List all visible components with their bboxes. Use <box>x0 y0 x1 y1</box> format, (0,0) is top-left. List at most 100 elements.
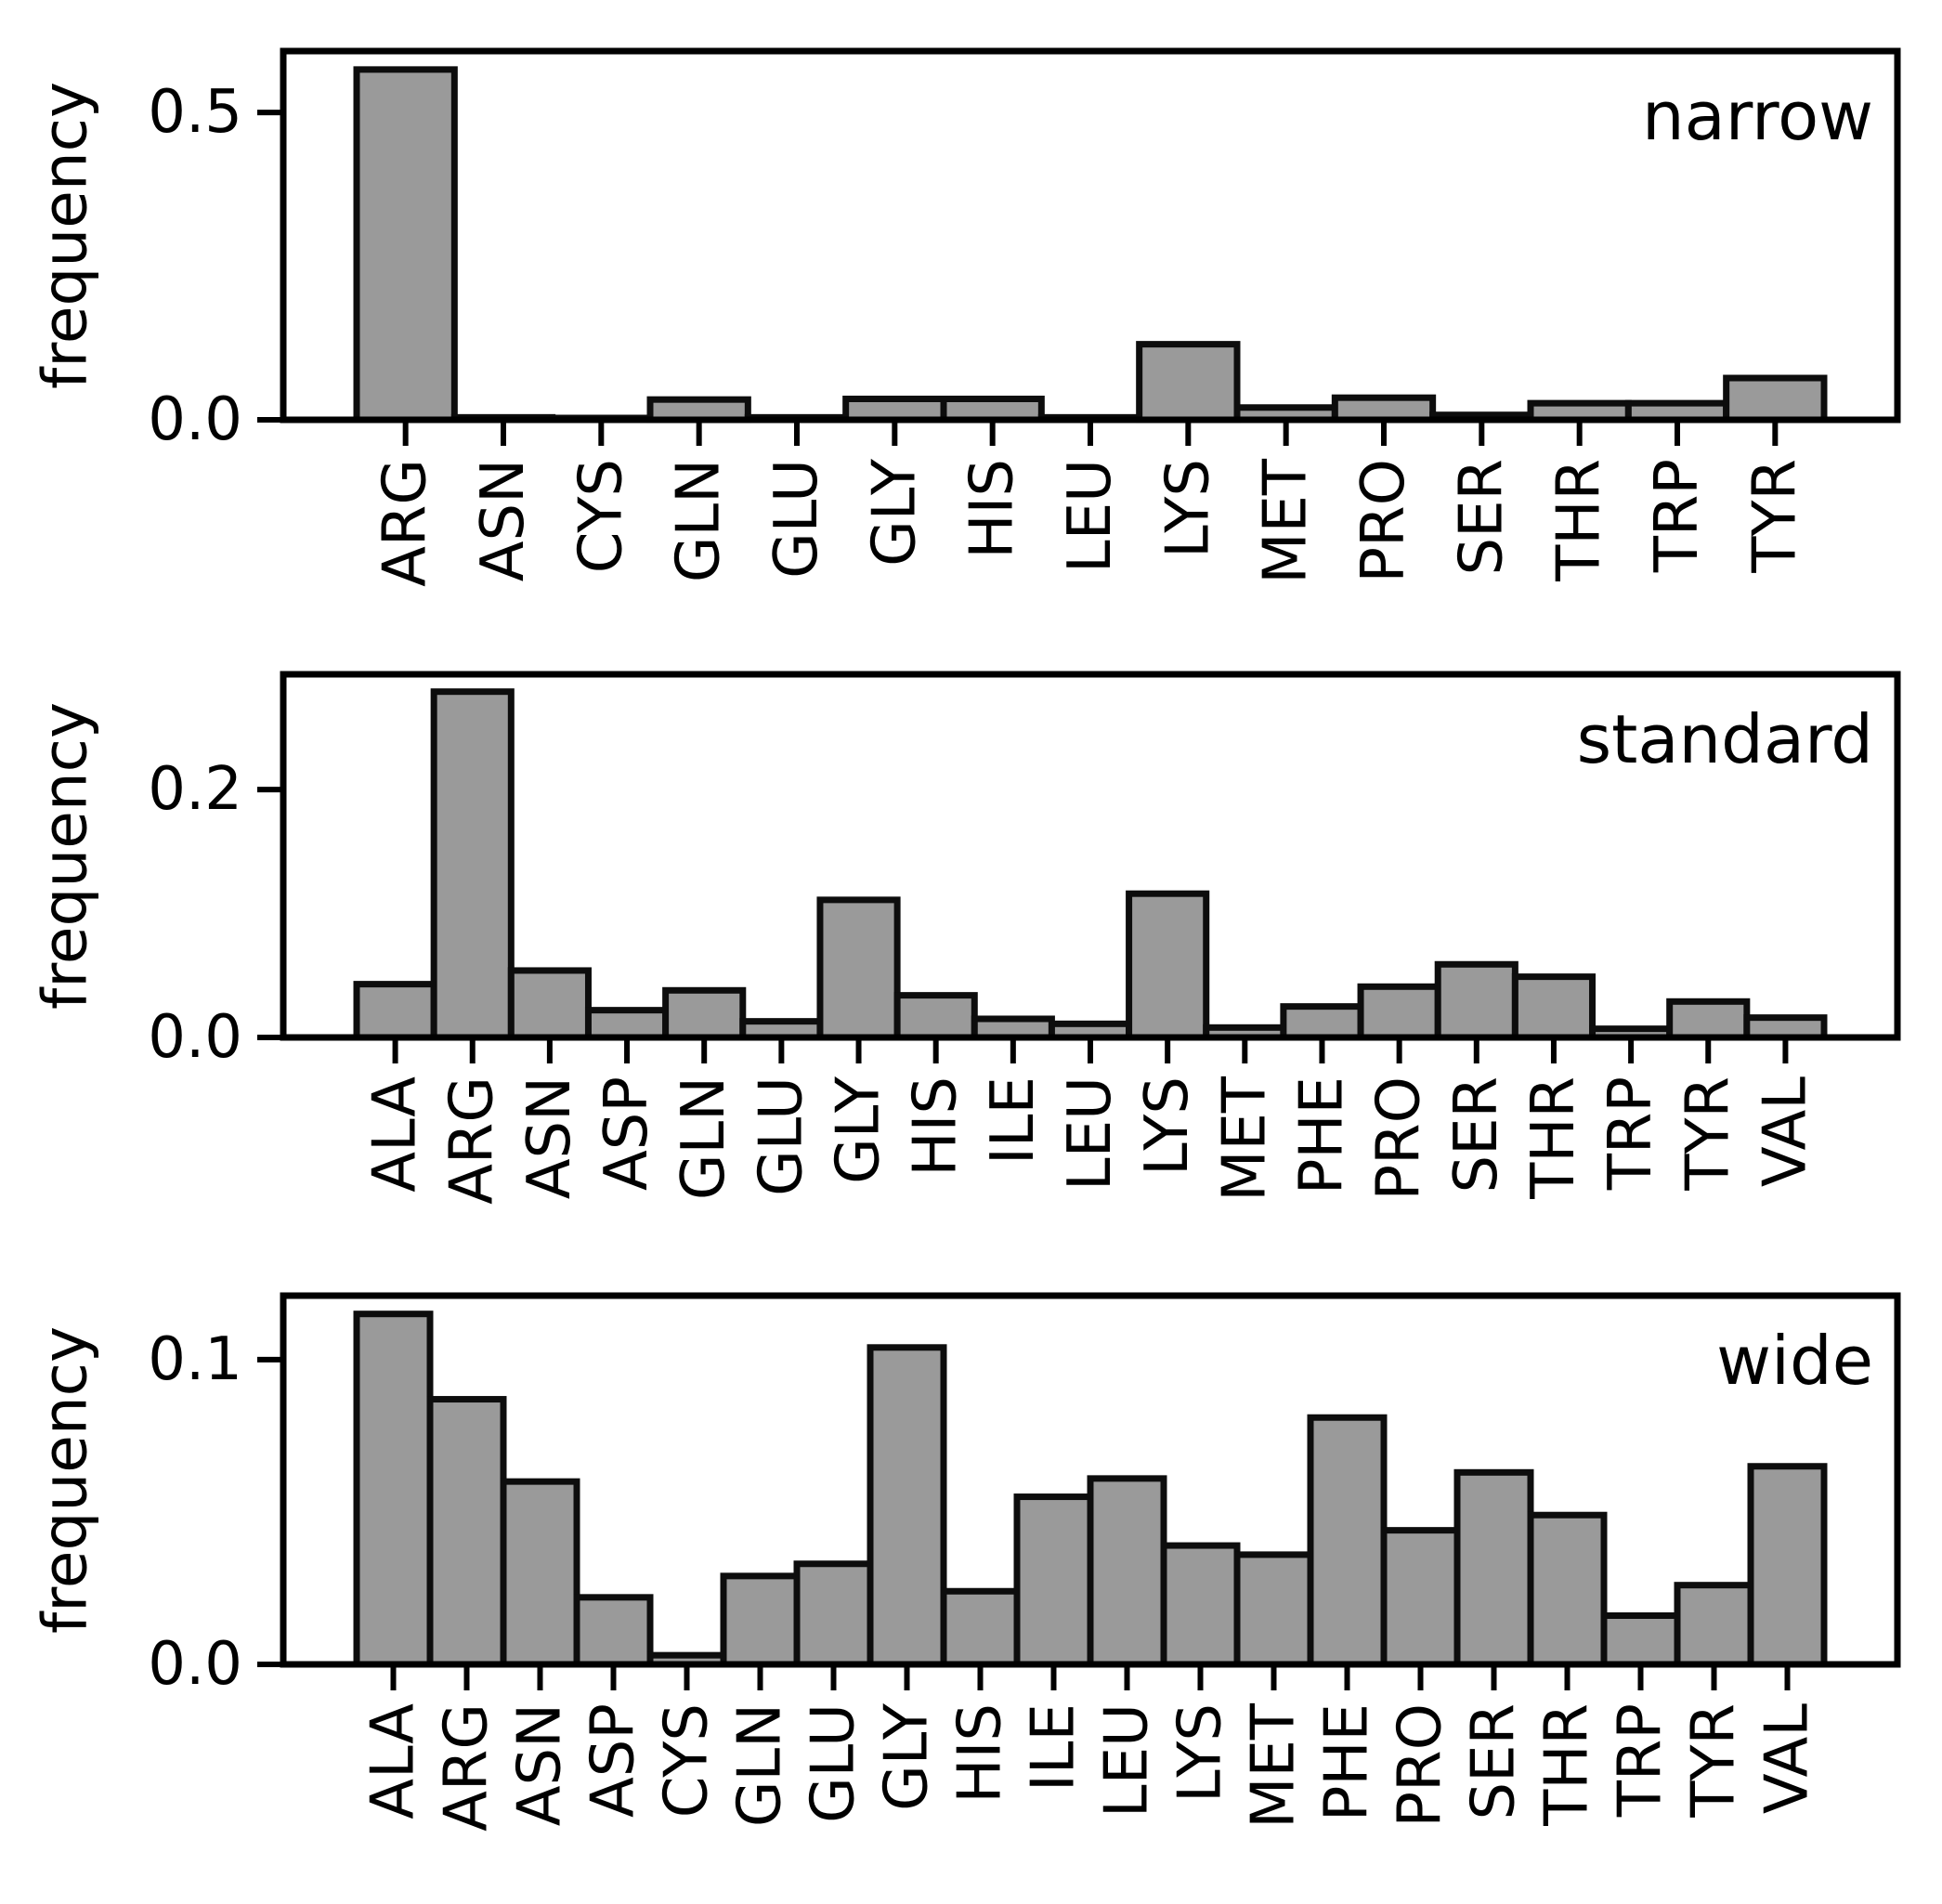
x-tick-label: GLN <box>665 459 734 582</box>
bar-ARG <box>426 1396 507 1668</box>
bar-ASN <box>507 967 592 1041</box>
bar-LYS <box>1136 341 1241 424</box>
bar-PRO <box>1380 1527 1461 1668</box>
y-tick-label: 0.1 <box>148 1325 242 1394</box>
x-tick-label: LEU <box>1056 1076 1125 1191</box>
x-tick-label: GLU <box>800 1703 868 1823</box>
y-axis-label: frequency <box>30 1326 101 1634</box>
x-tick-label: THR <box>1519 1076 1588 1200</box>
x-tick-label: SER <box>1460 1703 1529 1820</box>
x-tick-label: THR <box>1533 1703 1602 1827</box>
x-tick-label: ASN <box>515 1076 584 1199</box>
x-tick-label: VAL <box>1753 1703 1822 1814</box>
x-tick-label: TRP <box>1597 1076 1665 1191</box>
panel-wide: ALA ARG ASN ASP CYS GLN GLU GLY HIS ILE LEU LYS MET P… <box>30 1292 1901 1832</box>
x-tick-label: ALA <box>359 1703 428 1819</box>
x-tick-label: PRO <box>1349 459 1418 582</box>
bar-ASP <box>584 1007 670 1041</box>
panel-standard: ALA ARG ASN ASP GLN GLU GLY HIS ILE LEU LYS MET PHE P… <box>30 671 1901 1205</box>
x-tick-label: SER <box>1447 459 1516 576</box>
x-tick-label: ARG <box>438 1076 507 1205</box>
x-tick-label: TRP <box>1643 459 1712 573</box>
bar-ASN <box>500 1478 580 1668</box>
x-tick-label: MET <box>1210 1076 1279 1202</box>
bar-GLY <box>816 896 901 1041</box>
x-tick-label: CYS <box>567 459 635 573</box>
panel-title: wide <box>1716 1322 1873 1400</box>
x-tick-label: GLY <box>825 1076 893 1184</box>
panel-narrow: ARG ASN CYS GLN GLU GLY HIS LEU LYS MET PRO SER THR T… <box>30 47 1901 587</box>
x-tick-label: ASP <box>580 1703 648 1818</box>
bar-SER <box>1434 960 1518 1041</box>
bar-THR <box>1527 1511 1608 1668</box>
bar-HIS <box>940 1587 1021 1668</box>
x-tick-label: MET <box>1252 458 1321 584</box>
bar-ALA <box>353 981 437 1041</box>
x-tick-label: HIS <box>946 1703 1015 1804</box>
x-tick-label: HIS <box>958 459 1027 559</box>
x-tick-label: TYR <box>1680 1703 1749 1819</box>
bar-GLN <box>662 986 747 1041</box>
bar-GLN <box>720 1572 801 1668</box>
bar-LYS <box>1160 1542 1241 1668</box>
bar-ARG <box>353 66 458 424</box>
x-tick-label: GLN <box>726 1703 795 1827</box>
x-tick-label: LEU <box>1093 1703 1162 1818</box>
bar-PRO <box>1357 983 1441 1041</box>
x-tick-label: GLN <box>670 1076 738 1200</box>
y-axis-label: frequency <box>30 82 101 389</box>
bar-THR <box>1511 973 1597 1041</box>
x-tick-label: MET <box>1240 1702 1309 1829</box>
x-tick-label: TYR <box>1740 459 1809 574</box>
x-tick-label: PHE <box>1287 1076 1356 1194</box>
x-tick-label: GLU <box>747 1076 815 1196</box>
x-tick-label: TYR <box>1674 1076 1742 1192</box>
y-tick-label: 0.0 <box>148 385 242 454</box>
bar-HIS <box>893 992 978 1041</box>
x-tick-label: ALA <box>361 1076 430 1193</box>
bar-PHE <box>1307 1414 1388 1668</box>
bar-ILE <box>1013 1493 1094 1668</box>
x-tick-label: ARG <box>433 1703 502 1832</box>
bar-TYR <box>1723 374 1828 424</box>
x-tick-label: SER <box>1442 1076 1511 1193</box>
x-tick-label: PRO <box>1365 1076 1434 1200</box>
x-tick-label: ARG <box>371 459 440 587</box>
bar-PHE <box>1280 1003 1364 1041</box>
x-tick-label: GLU <box>762 459 831 579</box>
x-tick-label: LYS <box>1167 1703 1235 1803</box>
bar-GLY <box>867 1344 947 1668</box>
bar-TYR <box>1674 1582 1754 1668</box>
bar-VAL <box>1747 1463 1828 1668</box>
x-tick-label: LYS <box>1153 459 1222 558</box>
bar-LEU <box>1087 1475 1167 1668</box>
x-tick-label: ASP <box>593 1076 661 1191</box>
y-tick-label: 0.5 <box>148 78 242 147</box>
y-tick-label: 0.2 <box>148 755 242 824</box>
bar-SER <box>1453 1468 1534 1668</box>
x-tick-label: VAL <box>1751 1076 1819 1187</box>
x-tick-label: THR <box>1545 459 1614 582</box>
bar-TYR <box>1666 998 1751 1041</box>
x-tick-label: ASN <box>469 459 538 581</box>
bar-PRO <box>1331 394 1437 424</box>
x-tick-label: ILE <box>1020 1703 1088 1792</box>
x-tick-label: PRO <box>1387 1703 1455 1827</box>
bar-MET <box>1233 1551 1314 1668</box>
panel-title: narrow <box>1642 77 1873 155</box>
y-tick-label: 0.0 <box>148 1630 242 1699</box>
x-tick-label: ILE <box>979 1076 1048 1165</box>
bar-TRP <box>1600 1612 1681 1668</box>
bar-ARG <box>430 688 515 1041</box>
x-tick-label: LEU <box>1056 459 1125 573</box>
plot-border <box>280 1292 1901 1668</box>
x-tick-label: PHE <box>1313 1703 1382 1821</box>
bar-LYS <box>1126 890 1210 1041</box>
x-tick-label: ASN <box>506 1703 575 1826</box>
bar-GLU <box>793 1560 874 1668</box>
x-tick-label: HIS <box>902 1076 971 1177</box>
bar-ASP <box>573 1594 654 1668</box>
x-tick-label: GLY <box>860 458 929 567</box>
